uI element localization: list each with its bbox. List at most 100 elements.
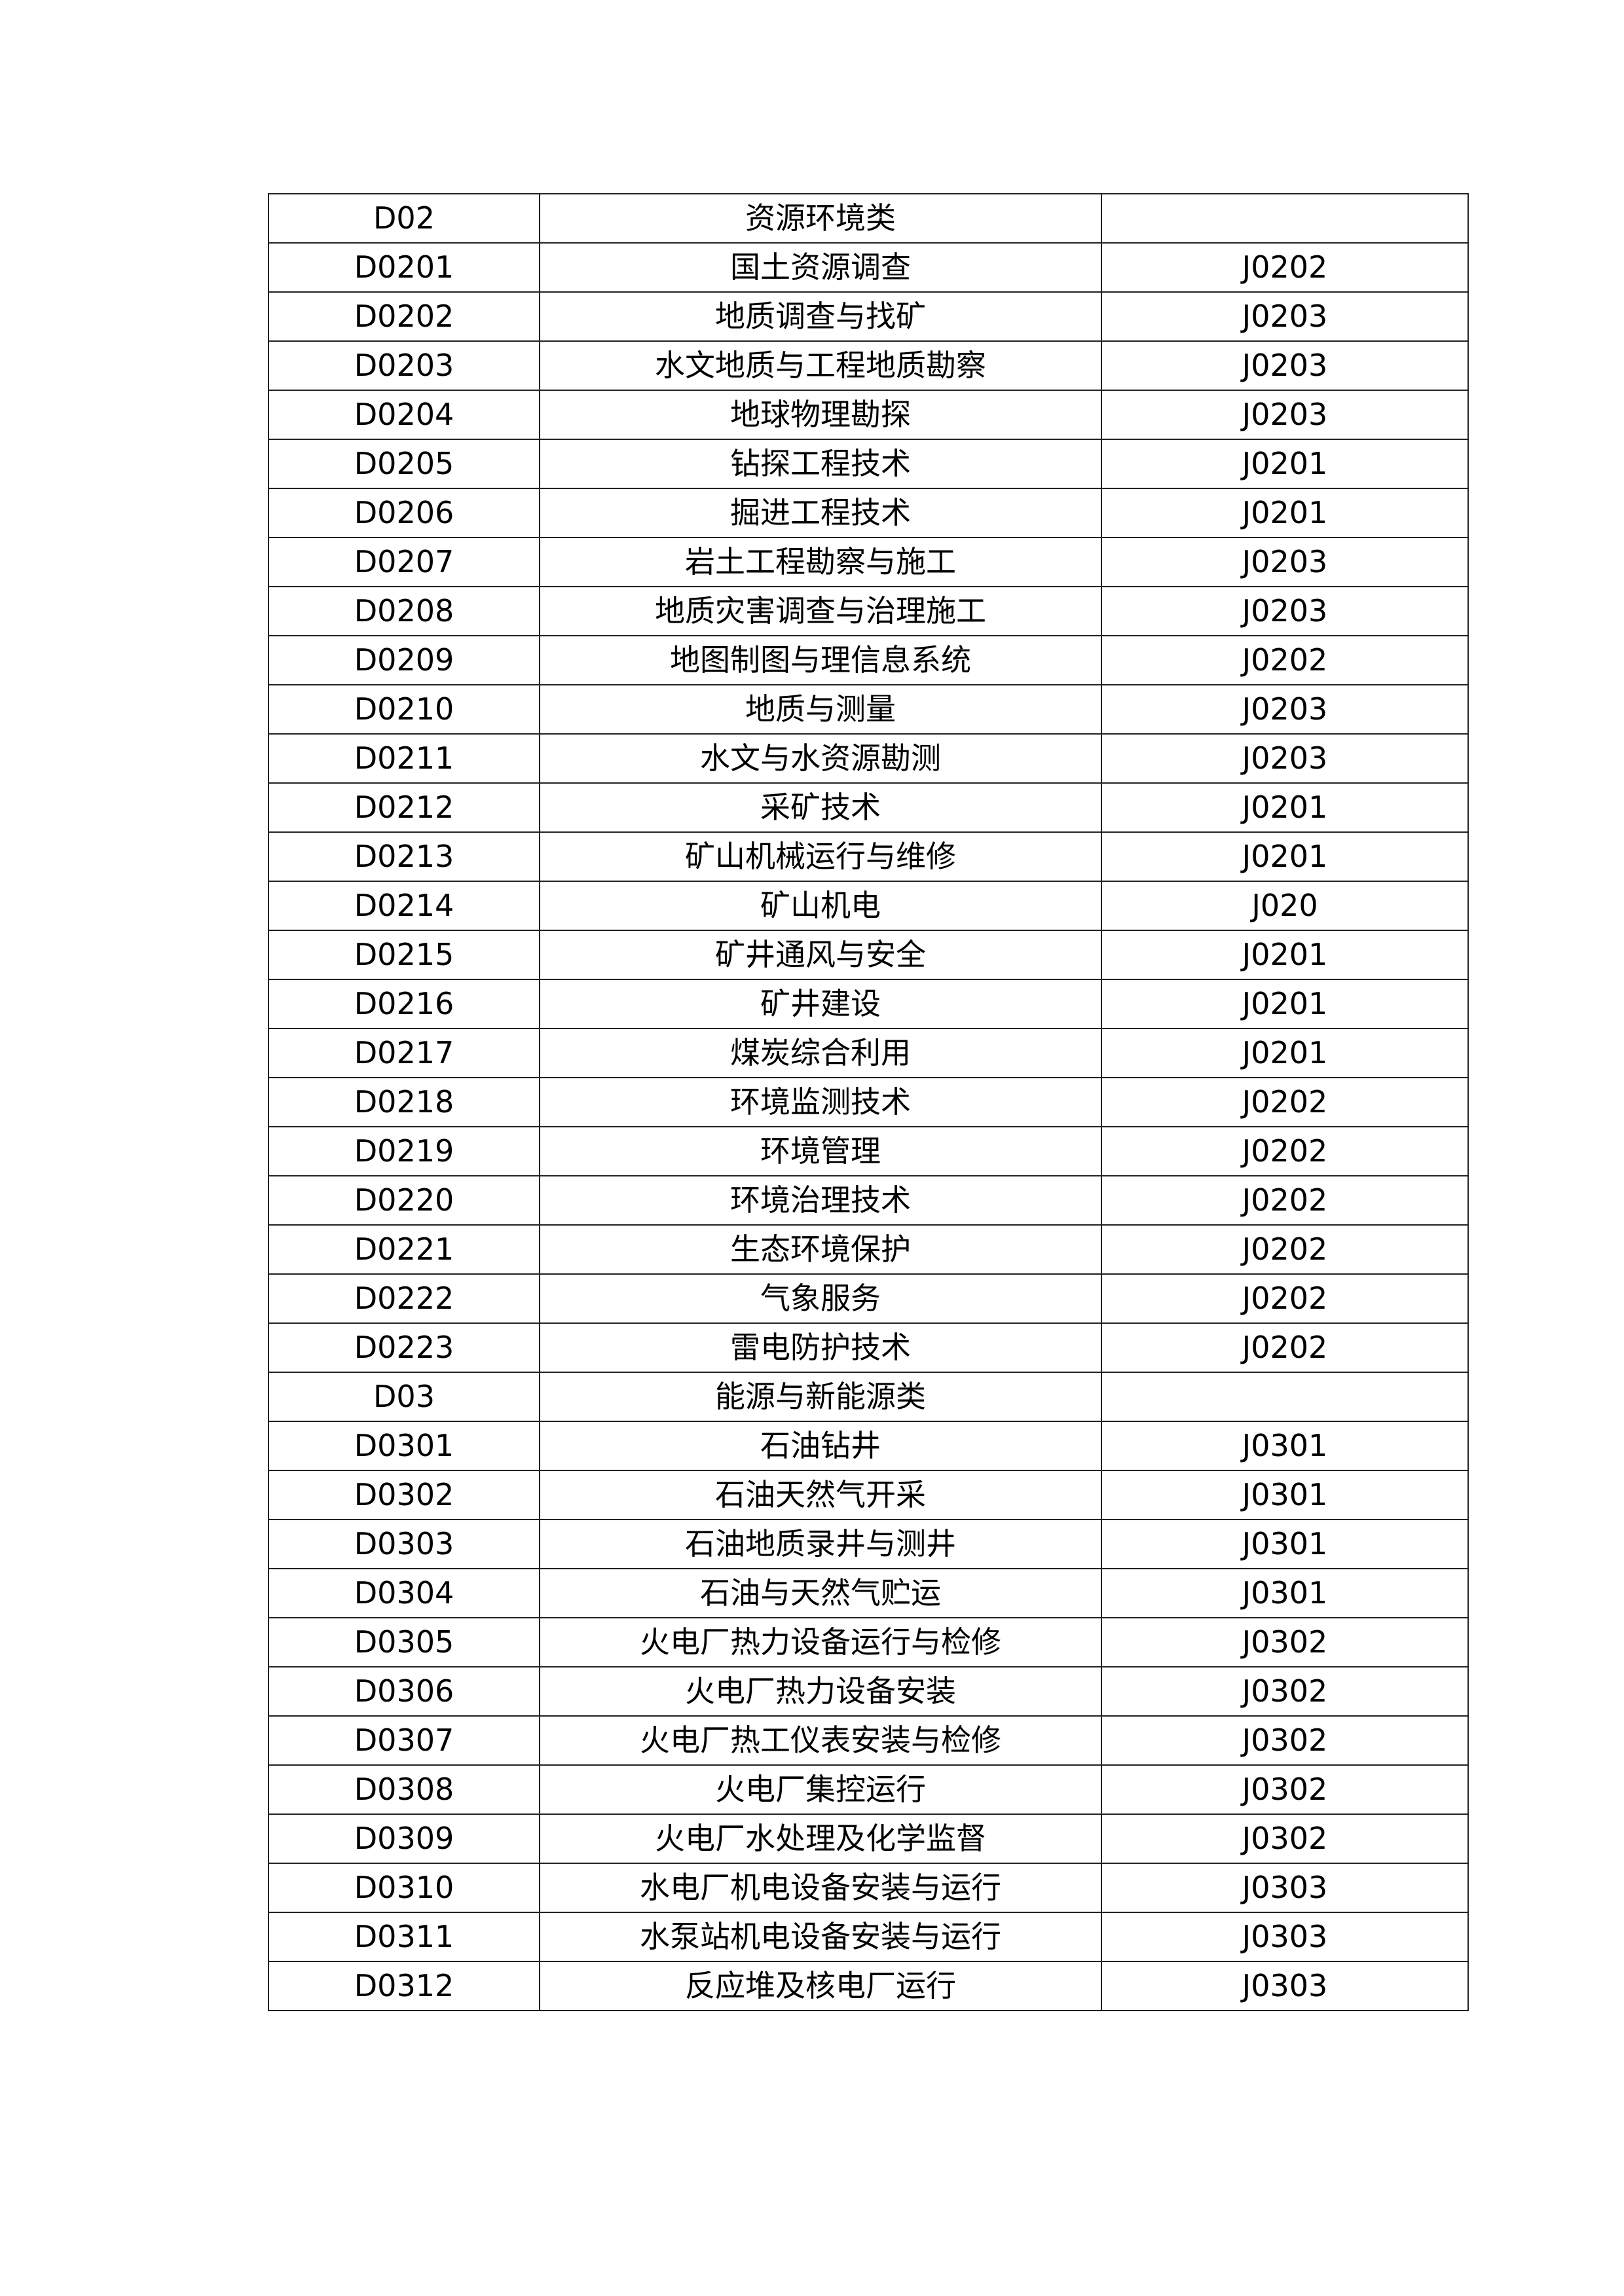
code-cell: D0308 — [268, 1764, 540, 1815]
table-row: D0201 国土资源调查 J0202 — [268, 242, 1469, 293]
table-row: D0309 火电厂水处理及化学监督 J0302 — [268, 1813, 1469, 1864]
table-row: D0223 雷电防护技术 J0202 — [268, 1322, 1469, 1373]
code-cell: D0311 — [268, 1912, 540, 1962]
table-row: D0220 环境治理技术 J0202 — [268, 1175, 1469, 1226]
ref-code-cell: J0301 — [1101, 1470, 1469, 1520]
name-cell: 火电厂热力设备运行与检修 — [539, 1617, 1102, 1667]
table-row: D0207 岩土工程勘察与施工 J0203 — [268, 537, 1469, 587]
name-cell: 火电厂热力设备安装 — [539, 1666, 1102, 1717]
name-cell: 资源环境类 — [539, 193, 1102, 244]
ref-code-cell: J0203 — [1101, 340, 1469, 391]
name-cell: 环境管理 — [539, 1126, 1102, 1176]
name-cell: 掘进工程技术 — [539, 488, 1102, 538]
name-cell: 水电厂机电设备安装与运行 — [539, 1863, 1102, 1913]
ref-code-cell: J0202 — [1101, 1175, 1469, 1226]
ref-code-cell: J0201 — [1101, 488, 1469, 538]
ref-code-cell: J0303 — [1101, 1912, 1469, 1962]
table-row: D0208 地质灾害调查与治理施工 J0203 — [268, 586, 1469, 636]
code-cell: D0306 — [268, 1666, 540, 1717]
ref-code-cell: J0303 — [1101, 1863, 1469, 1913]
table-row: D0213 矿山机械运行与维修 J0201 — [268, 831, 1469, 882]
code-cell: D02 — [268, 193, 540, 244]
code-cell: D03 — [268, 1372, 540, 1422]
name-cell: 石油钻井 — [539, 1421, 1102, 1471]
code-cell: D0217 — [268, 1028, 540, 1078]
code-cell: D0304 — [268, 1568, 540, 1618]
ref-code-cell: J0202 — [1101, 242, 1469, 293]
table-row: D0203 水文地质与工程地质勘察 J0203 — [268, 340, 1469, 391]
ref-code-cell: J0201 — [1101, 1028, 1469, 1078]
code-cell: D0222 — [268, 1273, 540, 1324]
ref-code-cell: J0302 — [1101, 1813, 1469, 1864]
table-row: D0304 石油与天然气贮运 J0301 — [268, 1568, 1469, 1618]
ref-code-cell: J0203 — [1101, 684, 1469, 735]
name-cell: 水文与水资源勘测 — [539, 733, 1102, 784]
table-row: D0204 地球物理勘探 J0203 — [268, 390, 1469, 440]
name-cell: 国土资源调查 — [539, 242, 1102, 293]
code-cell: D0312 — [268, 1961, 540, 2011]
code-cell: D0206 — [268, 488, 540, 538]
code-cell: D0220 — [268, 1175, 540, 1226]
table-row: D0222 气象服务 J0202 — [268, 1273, 1469, 1324]
table-row: D0302 石油天然气开采 J0301 — [268, 1470, 1469, 1520]
name-cell: 气象服务 — [539, 1273, 1102, 1324]
code-cell: D0211 — [268, 733, 540, 784]
table-row: D0312 反应堆及核电厂运行 J0303 — [268, 1961, 1469, 2011]
name-cell: 水泵站机电设备安装与运行 — [539, 1912, 1102, 1962]
name-cell: 环境治理技术 — [539, 1175, 1102, 1226]
table-row: D0308 火电厂集控运行 J0302 — [268, 1764, 1469, 1815]
name-cell: 火电厂热工仪表安装与检修 — [539, 1715, 1102, 1766]
name-cell: 矿山机械运行与维修 — [539, 831, 1102, 882]
name-cell: 钻探工程技术 — [539, 439, 1102, 489]
code-cell: D0203 — [268, 340, 540, 391]
table-row: D0209 地图制图与理信息系统 J0202 — [268, 635, 1469, 685]
ref-code-cell: J0202 — [1101, 1322, 1469, 1373]
name-cell: 水文地质与工程地质勘察 — [539, 340, 1102, 391]
table-row: D0211 水文与水资源勘测 J0203 — [268, 733, 1469, 784]
table-body: D02 资源环境类 D0201 国土资源调查 J0202 D0202 地质调查与找矿 J020… — [268, 193, 1469, 2011]
code-cell: D0221 — [268, 1224, 540, 1275]
specialty-code-table: D02 资源环境类 D0201 国土资源调查 J0202 D0202 地质调查与找矿 J020… — [268, 193, 1469, 2011]
table-row: D0216 矿井建设 J0201 — [268, 979, 1469, 1029]
ref-code-cell: J0202 — [1101, 1077, 1469, 1127]
table-row: D0205 钻探工程技术 J0201 — [268, 439, 1469, 489]
table-row: D0202 地质调查与找矿 J0203 — [268, 291, 1469, 342]
ref-code-cell: J0302 — [1101, 1617, 1469, 1667]
ref-code-cell: J0301 — [1101, 1421, 1469, 1471]
ref-code-cell: J0301 — [1101, 1568, 1469, 1618]
ref-code-cell — [1101, 193, 1469, 244]
ref-code-cell: J0302 — [1101, 1715, 1469, 1766]
table-row: D0311 水泵站机电设备安装与运行 J0303 — [268, 1912, 1469, 1962]
code-cell: D0218 — [268, 1077, 540, 1127]
ref-code-cell: J0302 — [1101, 1764, 1469, 1815]
table-row: D0212 采矿技术 J0201 — [268, 782, 1469, 833]
name-cell: 采矿技术 — [539, 782, 1102, 833]
ref-code-cell: J0202 — [1101, 1224, 1469, 1275]
name-cell: 火电厂集控运行 — [539, 1764, 1102, 1815]
code-cell: D0204 — [268, 390, 540, 440]
name-cell: 石油天然气开采 — [539, 1470, 1102, 1520]
name-cell: 地质调查与找矿 — [539, 291, 1102, 342]
code-cell: D0309 — [268, 1813, 540, 1864]
code-cell: D0212 — [268, 782, 540, 833]
table-row: D0215 矿井通风与安全 J0201 — [268, 930, 1469, 980]
name-cell: 石油地质录井与测井 — [539, 1519, 1102, 1569]
table-row: D0219 环境管理 J0202 — [268, 1126, 1469, 1176]
name-cell: 生态环境保护 — [539, 1224, 1102, 1275]
name-cell: 地质灾害调查与治理施工 — [539, 586, 1102, 636]
ref-code-cell: J0203 — [1101, 390, 1469, 440]
name-cell: 地质与测量 — [539, 684, 1102, 735]
code-cell: D0216 — [268, 979, 540, 1029]
ref-code-cell: J0203 — [1101, 586, 1469, 636]
code-cell: D0205 — [268, 439, 540, 489]
ref-code-cell: J0203 — [1101, 537, 1469, 587]
table-row: D0310 水电厂机电设备安装与运行 J0303 — [268, 1863, 1469, 1913]
table-row: D0221 生态环境保护 J0202 — [268, 1224, 1469, 1275]
code-cell: D0207 — [268, 537, 540, 587]
table-row: D0214 矿山机电 J020 — [268, 881, 1469, 931]
name-cell: 雷电防护技术 — [539, 1322, 1102, 1373]
code-cell: D0301 — [268, 1421, 540, 1471]
table-row: D02 资源环境类 — [268, 193, 1469, 244]
code-cell: D0201 — [268, 242, 540, 293]
ref-code-cell: J0301 — [1101, 1519, 1469, 1569]
